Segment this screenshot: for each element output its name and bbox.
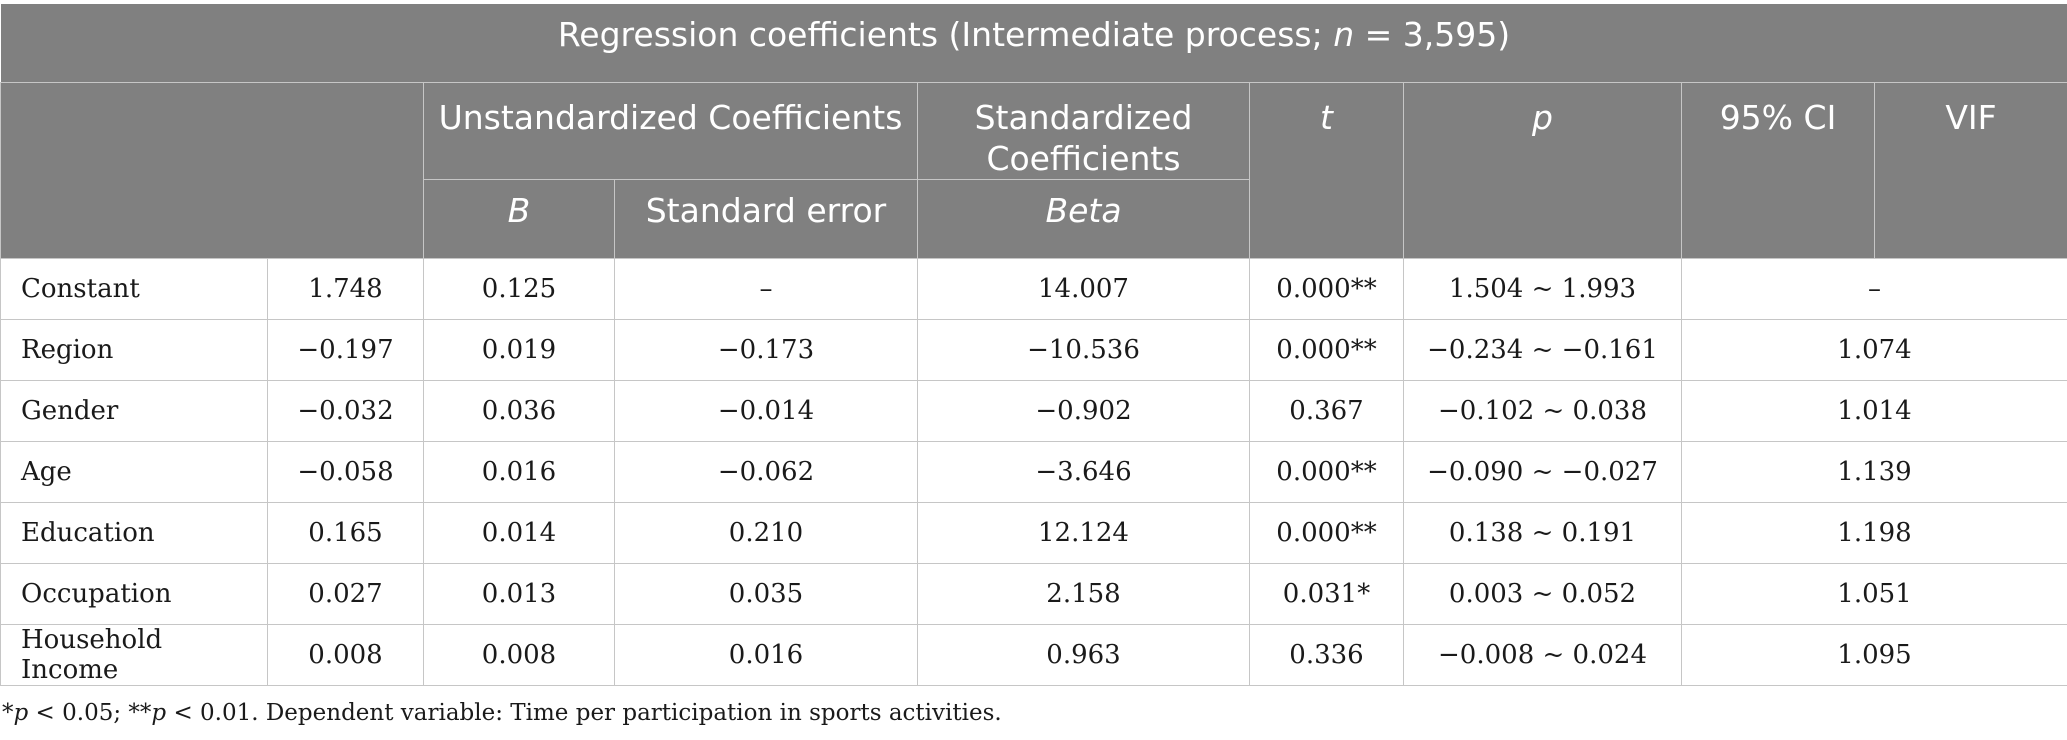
cell: 0.125 — [423, 258, 615, 320]
cell: – — [614, 258, 918, 320]
header-standard-error: Standard error — [614, 179, 918, 259]
cell: −0.234 ~ −0.161 — [1403, 319, 1682, 381]
cell: −0.062 — [614, 441, 918, 503]
cell: 0.963 — [917, 624, 1250, 686]
cell: 0.210 — [614, 502, 918, 564]
cell: 0.165 — [267, 502, 424, 564]
table-row: Region −0.197 0.019 −0.173 −10.536 0.000… — [0, 319, 2067, 381]
cell: 14.007 — [917, 258, 1250, 320]
cell: −0.902 — [917, 380, 1250, 442]
cell: 0.000** — [1249, 441, 1404, 503]
cell: 0.036 — [423, 380, 615, 442]
footnote-rest: < 0.01. Dependent variable: Time per par… — [166, 700, 1002, 726]
header-ci: 95% CI — [1681, 82, 1875, 259]
title-suffix: = 3,595) — [1354, 15, 1511, 54]
cell: 12.124 — [917, 502, 1250, 564]
row-label: Region — [0, 319, 268, 381]
cell: 1.095 — [1680, 624, 2067, 686]
row-label: Education — [0, 502, 268, 564]
row-label: Gender — [0, 380, 268, 442]
cell: 0.138 ~ 0.191 — [1403, 502, 1682, 564]
cell: −0.090 ~ −0.027 — [1403, 441, 1682, 503]
cell: 0.000** — [1249, 319, 1404, 381]
title-n: n — [1333, 15, 1355, 54]
cell: −3.646 — [917, 441, 1250, 503]
cell: 0.336 — [1249, 624, 1404, 686]
cell: 0.000** — [1249, 502, 1404, 564]
table-row: Age −0.058 0.016 −0.062 −3.646 0.000** −… — [0, 441, 2067, 503]
header-row-2: B Standard error Beta — [1, 179, 2067, 259]
cell: 0.035 — [614, 563, 918, 625]
header-blank — [0, 82, 424, 259]
header-row-1: Unstandardized Coefficients Standardized… — [0, 82, 2067, 259]
header-vif: VIF — [1873, 82, 2067, 259]
cell: −0.173 — [614, 319, 918, 381]
title-row: Regression coefficients (Intermediate pr… — [0, 4, 2067, 83]
table-footnote: *p < 0.05; **p < 0.01. Dependent variabl… — [2, 700, 1002, 726]
row-label: Household Income — [0, 624, 268, 686]
footnote-star: * — [2, 700, 14, 726]
header-p: p — [1403, 82, 1682, 259]
row-label: Age — [0, 441, 268, 503]
header-t: t — [1249, 82, 1404, 259]
cell: 1.748 — [267, 258, 424, 320]
title-prefix: Regression coefficients (Intermediate pr… — [557, 15, 1334, 54]
cell: 0.367 — [1249, 380, 1404, 442]
cell: 1.139 — [1680, 441, 2067, 503]
footnote-p2: p — [151, 700, 167, 726]
cell: 0.000** — [1249, 258, 1404, 320]
table-row: Occupation 0.027 0.013 0.035 2.158 0.031… — [0, 563, 2067, 625]
table-row: Household Income 0.008 0.008 0.016 0.963… — [0, 624, 2067, 686]
row-label: Occupation — [0, 563, 268, 625]
footnote-p1: p — [13, 700, 29, 726]
cell: 0.008 — [267, 624, 424, 686]
cell: 2.158 — [917, 563, 1250, 625]
cell: −0.014 — [614, 380, 918, 442]
cell: 1.051 — [1680, 563, 2067, 625]
header-unstandardized: Unstandardized Coefficients — [423, 82, 918, 180]
row-label: Constant — [0, 258, 268, 320]
header-standardized: Standardized Coefficients — [917, 82, 1250, 180]
cell: 0.016 — [423, 441, 615, 503]
cell: −0.032 — [267, 380, 424, 442]
cell: 1.074 — [1680, 319, 2067, 381]
cell: −0.008 ~ 0.024 — [1403, 624, 1682, 686]
cell: – — [1680, 258, 2067, 320]
cell: 0.014 — [423, 502, 615, 564]
cell: −0.058 — [267, 441, 424, 503]
footnote-mid: < 0.05; ** — [28, 700, 152, 726]
regression-table: Regression coefficients (Intermediate pr… — [0, 4, 2067, 686]
cell: 0.016 — [614, 624, 918, 686]
table-row: Education 0.165 0.014 0.210 12.124 0.000… — [0, 502, 2067, 564]
cell: 0.008 — [423, 624, 615, 686]
cell: 0.013 — [423, 563, 615, 625]
cell: 0.031* — [1249, 563, 1404, 625]
cell: −0.197 — [267, 319, 424, 381]
cell: 1.504 ~ 1.993 — [1403, 258, 1682, 320]
cell: 0.003 ~ 0.052 — [1403, 563, 1682, 625]
table-row: Constant 1.748 0.125 – 14.007 0.000** 1.… — [0, 258, 2067, 320]
cell: −0.102 ~ 0.038 — [1403, 380, 1682, 442]
cell: 0.019 — [423, 319, 615, 381]
table-row: Gender −0.032 0.036 −0.014 −0.902 0.367 … — [0, 380, 2067, 442]
header-b: B — [423, 179, 615, 259]
cell: 1.198 — [1680, 502, 2067, 564]
table-title: Regression coefficients (Intermediate pr… — [0, 4, 2067, 83]
cell: 1.014 — [1680, 380, 2067, 442]
cell: 0.027 — [267, 563, 424, 625]
header-beta: Beta — [917, 179, 1250, 259]
cell: −10.536 — [917, 319, 1250, 381]
